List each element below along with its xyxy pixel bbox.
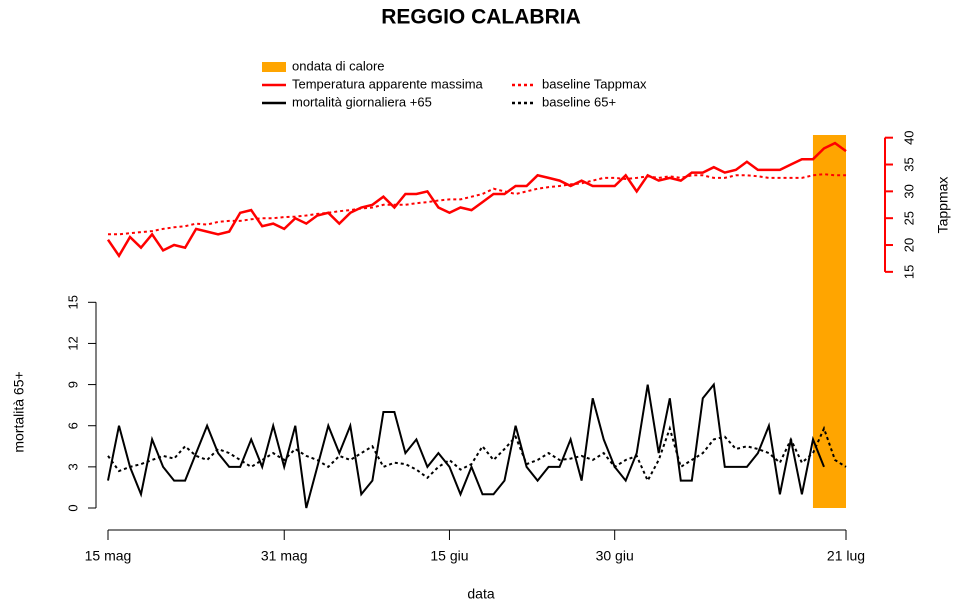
series-line — [107, 382, 825, 509]
legend-label: baseline 65+ — [542, 94, 616, 109]
x-tick-label: 15 mag — [85, 548, 132, 564]
x-tick-label: 15 giu — [430, 548, 468, 564]
y-tick-label: 3 — [65, 463, 80, 470]
y2-tick-label: 25 — [901, 211, 916, 225]
series-line — [108, 173, 846, 236]
legend-swatch — [262, 62, 286, 72]
y-tick-label: 0 — [65, 504, 80, 511]
y2-axis-label: Tappmax — [935, 177, 951, 234]
y2-tick-label: 40 — [901, 130, 916, 144]
y2-tick-label: 35 — [901, 157, 916, 171]
y-axis-label: mortalità 65+ — [11, 371, 27, 452]
y2-tick-label: 30 — [901, 184, 916, 198]
series-line — [107, 425, 847, 483]
x-tick-label: 30 giu — [596, 548, 634, 564]
series-line — [106, 141, 847, 259]
y2-tick-label: 20 — [901, 238, 916, 252]
y-tick-label: 9 — [65, 381, 80, 388]
x-tick-label: 31 mag — [261, 548, 308, 564]
legend-label: baseline Tappmax — [542, 76, 647, 91]
y-tick-label: 12 — [65, 336, 80, 350]
y-tick-label: 15 — [65, 295, 80, 309]
chart-title: REGGIO CALABRIA — [381, 6, 581, 29]
legend-label: Temperatura apparente massima — [292, 76, 484, 91]
x-tick-label: 21 lug — [827, 548, 865, 564]
heatwave-band — [812, 135, 846, 508]
legend-label: ondata di calore — [292, 58, 385, 73]
x-axis-label: data — [467, 586, 494, 602]
y2-tick-label: 15 — [901, 265, 916, 279]
legend-label: mortalità giornaliera +65 — [292, 94, 432, 109]
y-tick-label: 6 — [65, 422, 80, 429]
